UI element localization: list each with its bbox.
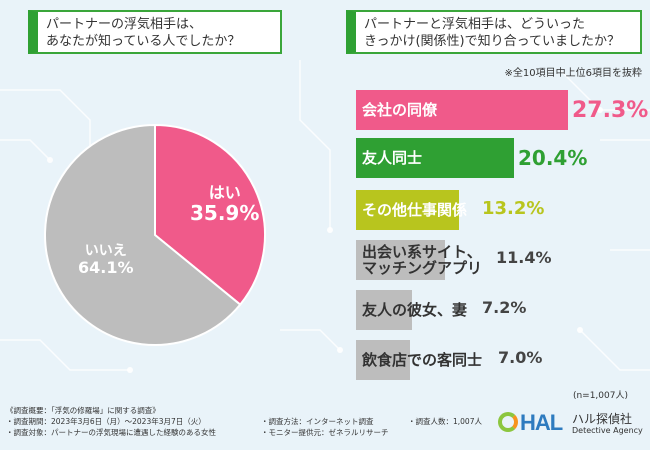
bar-value-label: 11.4% xyxy=(496,248,552,267)
bar-category-line: マッチングアプリ xyxy=(362,259,483,277)
pie-label-yes: はい 35.9% xyxy=(190,184,259,224)
question-1-box: パートナーの浮気相手は、 あなたが知っている人でしたか？ xyxy=(28,10,282,54)
bar-category-label: 友人同士 xyxy=(362,138,422,178)
bar-category-label: 飲食店での客同士 xyxy=(362,340,482,380)
question-1-line-2: あなたが知っている人でしたか？ xyxy=(46,34,241,49)
pie-label-no-name: いいえ xyxy=(84,243,127,259)
bar-category-line: 友人の彼女、妻 xyxy=(362,301,468,319)
bar-category-line: 出会い系サイト、 xyxy=(362,243,482,261)
bar-category-label: 会社の同僚 xyxy=(362,90,437,130)
bar-value-label: 13.2% xyxy=(482,198,545,219)
footer-line: ・調査対象：パートナーの浮気現場に遭遇した経験のある女性 xyxy=(6,428,216,437)
question-2-line-2: きっかけ(関係性)で知り合っていましたか？ xyxy=(364,34,620,49)
question-1-line-1: パートナーの浮気相手は、 xyxy=(46,17,203,32)
top-items-note: ※全10項目中上位6項目を抜粋 xyxy=(504,68,642,79)
bar-value-label: 7.2% xyxy=(482,298,527,317)
bar xyxy=(356,90,568,130)
logo-english: Detective Agency xyxy=(572,426,643,435)
footer-line: ・調査期間：2023年3月6日（月）～2023年3月7日（火） xyxy=(6,417,206,426)
question-2-line-1: パートナーと浮気相手は、どういった xyxy=(364,17,586,32)
bar-category-label: 出会い系サイト、 マッチングアプリ xyxy=(362,240,482,280)
pie-label-yes-name: はい xyxy=(208,183,241,202)
bar-category-line: 友人同士 xyxy=(362,149,423,167)
logo-ring-icon xyxy=(498,412,518,432)
pie-slice-yes xyxy=(154,123,266,306)
pie-label-no: いいえ 64.1% xyxy=(78,243,134,278)
bar-category-label: 友人の彼女、妻 xyxy=(362,290,467,330)
bar xyxy=(356,138,514,178)
bar xyxy=(356,340,410,380)
bar-category-line: その他仕事関係 xyxy=(362,201,468,219)
bar xyxy=(356,240,445,280)
question-2-box: パートナーと浮気相手は、どういった きっかけ(関係性)で知り合っていましたか？ xyxy=(346,10,642,54)
footer-line: 《調査概要：「浮気の修羅場」に関する調査》 xyxy=(6,406,160,415)
logo-mark: HAL xyxy=(520,410,563,435)
bar-category-line: 会社の同僚 xyxy=(362,101,438,119)
footer-line: ・調査人数：1,007人 xyxy=(408,417,482,426)
logo-name: ハル探偵社 xyxy=(572,412,633,426)
bar xyxy=(356,290,412,330)
pie-label-yes-value: 35.9% xyxy=(190,200,260,225)
sample-size-note: (n=1,007人) xyxy=(572,391,628,401)
pie-label-no-value: 64.1% xyxy=(78,258,134,278)
pie-slice-no xyxy=(44,123,242,346)
bar-value-label: 27.3% xyxy=(572,98,649,123)
bar xyxy=(356,190,459,230)
hal-logo: HAL ハル探偵社 Detective Agency xyxy=(498,410,648,444)
bar-value-label: 20.4% xyxy=(518,146,588,170)
bar-category-line: 飲食店での客同士 xyxy=(362,351,483,369)
bar-category-label: その他仕事関係 xyxy=(362,190,467,230)
bar-value-label: 7.0% xyxy=(498,348,543,367)
footer-line: ・モニター提供元：ゼネラルリサーチ xyxy=(261,428,389,437)
footer-line: ・調査方法：インターネット調査 xyxy=(261,417,374,426)
